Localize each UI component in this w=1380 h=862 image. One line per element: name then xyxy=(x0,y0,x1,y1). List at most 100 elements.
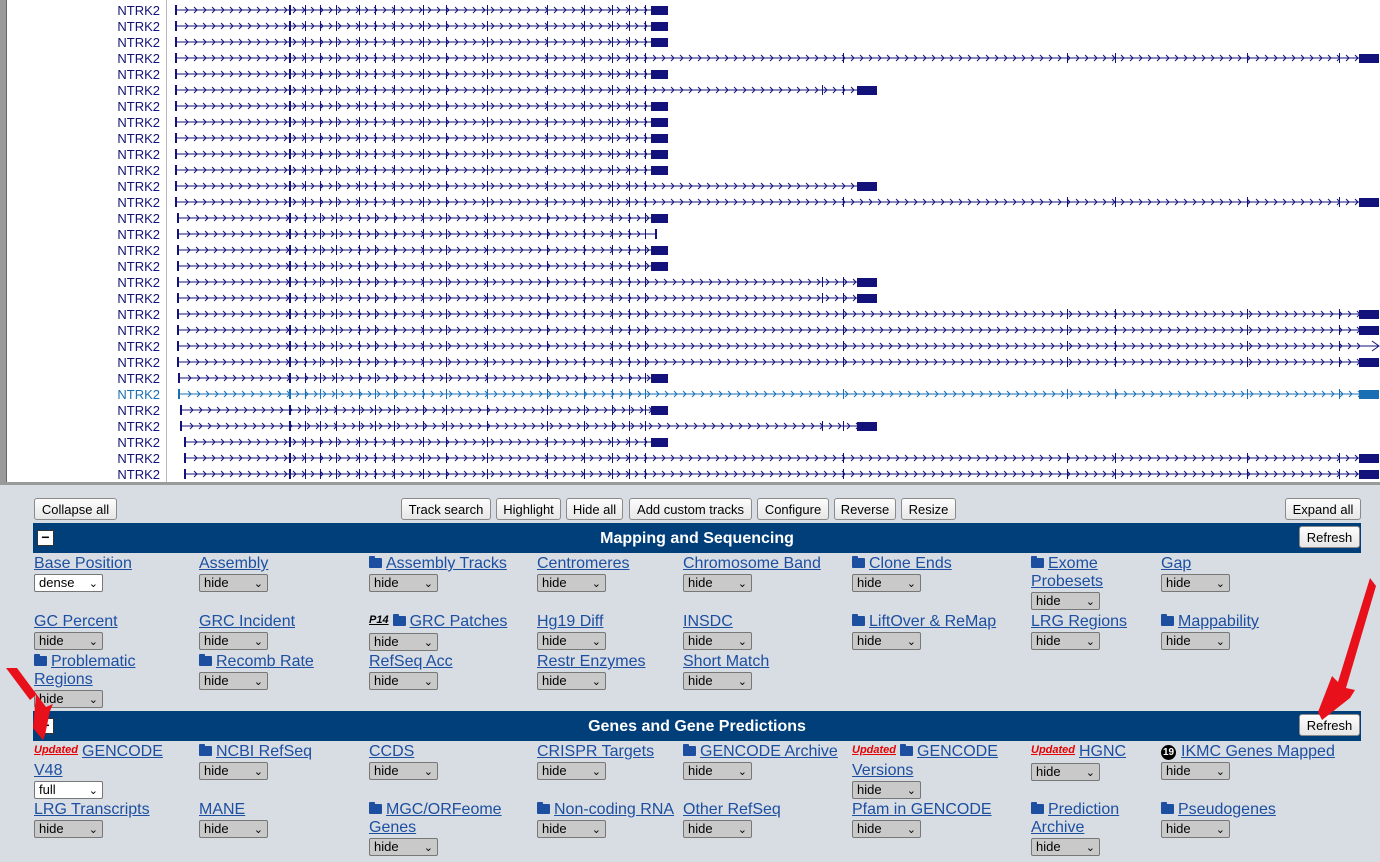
track-visibility-select[interactable]: hide ⌄ xyxy=(852,574,921,592)
track-link[interactable]: Other RefSeq xyxy=(683,801,781,818)
track-visibility-select[interactable]: hide ⌄ xyxy=(199,820,268,838)
track-link[interactable]: Assembly Tracks xyxy=(386,555,507,572)
track-link[interactable]: NCBI RefSeq xyxy=(216,743,313,760)
track-visibility-select[interactable]: hide ⌄ xyxy=(1161,762,1230,780)
track-link[interactable]: Pseudogenes xyxy=(1178,801,1276,818)
track-visibility-select[interactable]: hide ⌄ xyxy=(199,762,268,780)
exon-tick xyxy=(645,181,646,191)
track-visibility-select[interactable]: hide ⌄ xyxy=(683,632,752,650)
track-visibility-select[interactable]: hide ⌄ xyxy=(1031,838,1100,856)
track-visibility-select[interactable]: hide ⌄ xyxy=(1031,632,1100,650)
track-link[interactable]: GENCODE Archive xyxy=(700,743,838,760)
track-visibility-select[interactable]: hide ⌄ xyxy=(199,574,268,592)
track-visibility-select[interactable]: dense ⌄ xyxy=(34,574,103,592)
hide-all-button[interactable]: Hide all xyxy=(566,498,623,520)
track-link[interactable]: LRG Transcripts xyxy=(34,801,150,818)
track-search-button[interactable]: Track search xyxy=(401,498,491,520)
track-link[interactable]: GC Percent xyxy=(34,613,118,630)
exon-tick xyxy=(612,69,613,79)
track-link[interactable]: INSDC xyxy=(683,613,733,630)
track-visibility-select[interactable]: hide ⌄ xyxy=(34,820,103,838)
add-custom-tracks-button[interactable]: Add custom tracks xyxy=(629,498,752,520)
select-value: hide xyxy=(204,673,229,688)
track-link[interactable]: CCDS xyxy=(369,743,415,760)
track-visibility-select[interactable]: hide ⌄ xyxy=(369,762,438,780)
track-link[interactable]: Exome Probesets xyxy=(1031,555,1104,590)
track-link[interactable]: LiftOver & ReMap xyxy=(869,613,997,630)
track-visibility-select[interactable]: hide ⌄ xyxy=(199,672,268,690)
track-visibility-select[interactable]: hide ⌄ xyxy=(852,632,921,650)
track-link[interactable]: MGC/ORFeome Genes xyxy=(369,801,502,836)
track-link[interactable]: Assembly xyxy=(199,555,269,572)
track-link[interactable]: Chromosome Band xyxy=(683,555,821,572)
genome-browser-image[interactable]: NTRK2 NTRK2 NTRK2 NTRK2 NTRK2 NTRK2 NTRK2 NTRK2… xyxy=(0,0,1380,485)
configure-button[interactable]: Configure xyxy=(757,498,829,520)
track-visibility-select[interactable]: hide ⌄ xyxy=(199,632,268,650)
track-visibility-select[interactable]: hide ⌄ xyxy=(34,690,103,708)
track-link[interactable]: CRISPR Targets xyxy=(537,743,655,760)
track-link[interactable]: Base Position xyxy=(34,555,132,572)
track-link[interactable]: Recomb Rate xyxy=(216,653,314,670)
track-visibility-select[interactable]: hide ⌄ xyxy=(537,574,606,592)
track-link[interactable]: Centromeres xyxy=(537,555,630,572)
updated-badge[interactable]: Updated xyxy=(852,744,896,756)
track-visibility-select[interactable]: hide ⌄ xyxy=(683,574,752,592)
track-visibility-select[interactable]: hide ⌄ xyxy=(537,762,606,780)
track-link[interactable]: Non-coding RNA xyxy=(554,801,675,818)
track-link[interactable]: Problematic Regions xyxy=(34,653,136,688)
track-link[interactable]: GRC Incident xyxy=(199,613,296,630)
exon-tick xyxy=(290,53,291,63)
exon-tick xyxy=(629,469,630,479)
collapse-group-icon[interactable]: − xyxy=(37,530,54,546)
track-visibility-select[interactable]: hide ⌄ xyxy=(852,820,921,838)
track-link[interactable]: LRG Regions xyxy=(1031,613,1128,630)
track-link[interactable]: Mappability xyxy=(1178,613,1259,630)
track-link[interactable]: GENCODE V48 xyxy=(34,743,163,779)
track-link[interactable]: MANE xyxy=(199,801,246,818)
track-link[interactable]: Prediction Archive xyxy=(1031,801,1120,836)
track-visibility-select[interactable]: hide ⌄ xyxy=(1161,574,1230,592)
track-link[interactable]: Gap xyxy=(1161,555,1192,572)
updated-badge[interactable]: Updated xyxy=(34,744,78,756)
track-visibility-select[interactable]: hide ⌄ xyxy=(537,820,606,838)
track-link[interactable]: Pfam in GENCODE xyxy=(852,801,992,818)
track-visibility-select[interactable]: hide ⌄ xyxy=(683,820,752,838)
track-link[interactable]: IKMC Genes Mapped xyxy=(1181,743,1335,760)
track-visibility-select[interactable]: hide ⌄ xyxy=(1161,820,1230,838)
track-link[interactable]: Clone Ends xyxy=(869,555,952,572)
refresh-button[interactable]: Refresh xyxy=(1299,714,1360,736)
exon-tick xyxy=(629,293,630,303)
track-visibility-select[interactable]: hide ⌄ xyxy=(1031,592,1100,610)
track-link[interactable]: GENCODE Versions xyxy=(852,743,998,779)
patch-badge[interactable]: P14 xyxy=(369,614,389,626)
gene-track-rows[interactable]: NTRK2NTRK2NTRK2NTRK2NTRK2NTRK2NTRK2NTRK2… xyxy=(0,0,1380,483)
track-link[interactable]: Hg19 Diff xyxy=(537,613,604,630)
track-visibility-select[interactable]: hide ⌄ xyxy=(683,762,752,780)
track-link[interactable]: GRC Patches xyxy=(409,613,508,630)
exon-tick xyxy=(1339,341,1340,351)
track-link[interactable]: Short Match xyxy=(683,653,770,670)
refresh-button[interactable]: Refresh xyxy=(1299,526,1360,548)
resize-button[interactable]: Resize xyxy=(901,498,956,520)
track-visibility-select[interactable]: hide ⌄ xyxy=(537,632,606,650)
track-visibility-select[interactable]: hide ⌄ xyxy=(369,633,438,651)
track-link[interactable]: Restr Enzymes xyxy=(537,653,646,670)
track-visibility-select[interactable]: hide ⌄ xyxy=(852,781,921,799)
track-link[interactable]: RefSeq Acc xyxy=(369,653,453,670)
exon-tick xyxy=(290,213,291,223)
reverse-button[interactable]: Reverse xyxy=(834,498,896,520)
track-visibility-select[interactable]: hide ⌄ xyxy=(683,672,752,690)
updated-badge[interactable]: Updated xyxy=(1031,744,1075,756)
track-visibility-select[interactable]: hide ⌄ xyxy=(537,672,606,690)
track-visibility-select[interactable]: hide ⌄ xyxy=(369,838,438,856)
expand-all-button[interactable]: Expand all xyxy=(1285,498,1361,520)
track-visibility-select[interactable]: hide ⌄ xyxy=(1031,763,1100,781)
track-visibility-select[interactable]: full ⌄ xyxy=(34,781,103,799)
track-visibility-select[interactable]: hide ⌄ xyxy=(1161,632,1230,650)
highlight-button[interactable]: Highlight xyxy=(496,498,561,520)
track-visibility-select[interactable]: hide ⌄ xyxy=(34,632,103,650)
collapse-all-button[interactable]: Collapse all xyxy=(34,498,117,520)
track-link[interactable]: HGNC xyxy=(1079,743,1127,760)
track-visibility-select[interactable]: hide ⌄ xyxy=(369,574,438,592)
track-visibility-select[interactable]: hide ⌄ xyxy=(369,672,438,690)
